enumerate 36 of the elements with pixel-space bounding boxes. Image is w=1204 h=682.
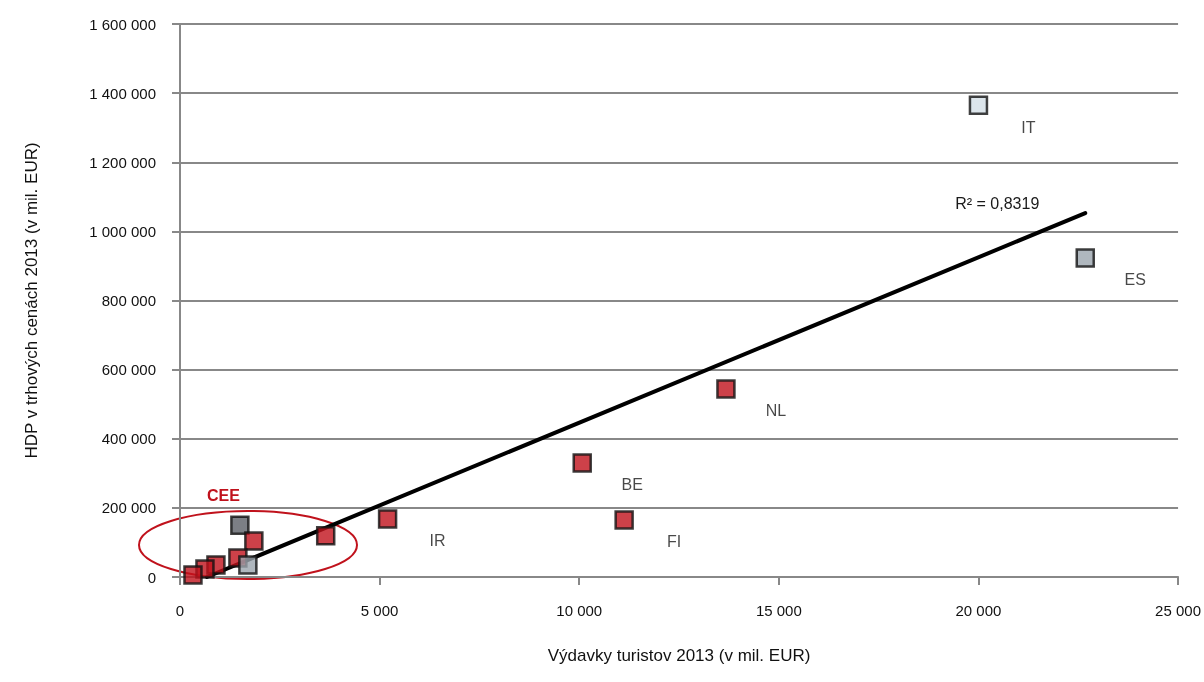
- point: [244, 531, 264, 551]
- x-tick-label: 25 000: [1155, 602, 1202, 619]
- x-tick-label: 15 000: [755, 602, 802, 619]
- y-tick-label: 1 000 000: [89, 222, 156, 240]
- y-tick-label: 1 400 000: [89, 84, 156, 102]
- x-tick-label: 20 000: [955, 602, 1002, 619]
- annotation: IT: [1021, 118, 1036, 136]
- point: [230, 515, 250, 535]
- annotation: FI: [667, 533, 682, 551]
- x-tick-label: 10 000: [556, 602, 603, 619]
- y-tick-label: 800 000: [101, 292, 156, 309]
- annotation: BE: [621, 476, 643, 494]
- y-tick-label: 0: [147, 568, 156, 586]
- y-tick-label: 400 000: [101, 430, 156, 448]
- y-tick-label: 1 600 000: [89, 15, 156, 33]
- point: [572, 453, 592, 473]
- annotation: ES: [1124, 271, 1146, 289]
- annotation: IR: [429, 532, 446, 550]
- point: [238, 555, 258, 575]
- y-axis-title: HDP v trhových cenách 2013 (v mil. EUR): [22, 142, 41, 459]
- point: [614, 510, 634, 530]
- point: [183, 565, 203, 585]
- y-tick-label: 200 000: [101, 499, 156, 517]
- x-tick-label: 0: [175, 602, 185, 619]
- annotation: CEE: [207, 486, 241, 504]
- annotation: NL: [765, 402, 787, 420]
- annotation: R² = 0,8319: [955, 194, 1040, 212]
- x-axis-title: Výdavky turistov 2013 (v mil. EUR): [547, 646, 811, 665]
- y-tick-label: 1 200 000: [89, 153, 156, 171]
- point: [968, 95, 989, 115]
- point: [1075, 248, 1095, 268]
- point: [315, 526, 336, 546]
- x-tick-label: 5 000: [360, 602, 399, 619]
- point: [716, 379, 736, 399]
- point: [377, 509, 398, 529]
- y-tick-label: 600 000: [101, 361, 156, 379]
